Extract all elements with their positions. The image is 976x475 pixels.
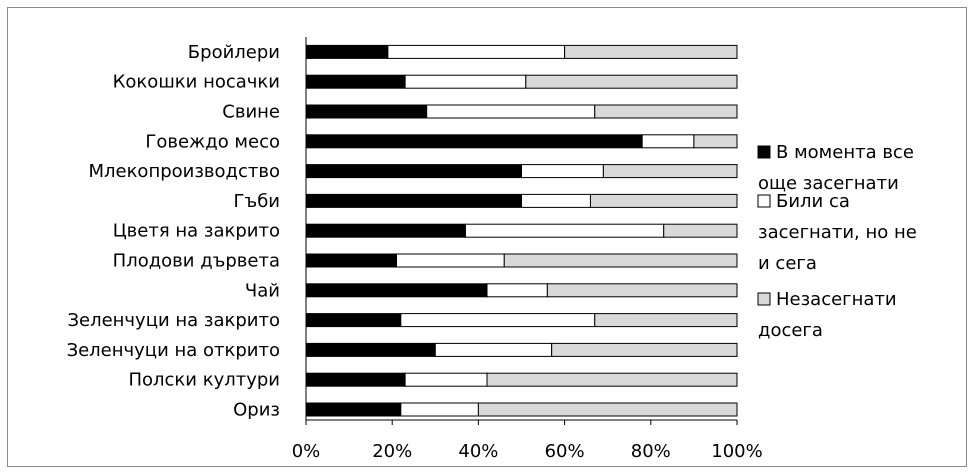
category-label: Бройлери bbox=[188, 42, 280, 63]
bar-segment-series-0 bbox=[305, 164, 522, 179]
bar-segment-series-2 bbox=[564, 44, 738, 59]
bar-segment-series-0 bbox=[305, 283, 488, 298]
bar-segment-series-1 bbox=[400, 402, 479, 417]
bar-segment-series-0 bbox=[305, 134, 643, 149]
bar-segment-series-1 bbox=[400, 313, 596, 328]
category-label: Зеленчуци на закрито bbox=[67, 310, 280, 331]
bar-segment-series-2 bbox=[477, 402, 738, 417]
bar-segment-series-1 bbox=[486, 283, 548, 298]
legend-label: Незасегнати bbox=[776, 289, 897, 310]
bar-segment-series-1 bbox=[404, 74, 527, 89]
bar-segment-series-1 bbox=[434, 342, 553, 357]
x-tick-label: 0% bbox=[292, 441, 321, 462]
bar-segment-series-2 bbox=[525, 74, 738, 89]
category-label: Чай bbox=[245, 280, 280, 301]
category-label: Говеждо месо bbox=[145, 131, 280, 152]
bar-segment-series-1 bbox=[464, 223, 665, 238]
bar-segment-series-2 bbox=[503, 253, 738, 268]
legend-label: засегнати, но не bbox=[758, 222, 917, 243]
x-tick-label: 60% bbox=[545, 441, 585, 462]
bar-segment-series-0 bbox=[305, 74, 406, 89]
legend-label: Били са bbox=[776, 191, 850, 212]
bar-segment-series-0 bbox=[305, 313, 402, 328]
category-label: Зеленчуци на открито bbox=[67, 340, 280, 361]
category-label: Плодови дървета bbox=[113, 251, 280, 272]
bar-segment-series-0 bbox=[305, 372, 406, 387]
bar-segment-series-2 bbox=[486, 372, 738, 387]
bar-segment-series-2 bbox=[589, 193, 738, 208]
bar-segment-series-0 bbox=[305, 342, 436, 357]
bar-segment-series-0 bbox=[305, 44, 389, 59]
bar-segment-series-1 bbox=[387, 44, 566, 59]
legend-label: и сега bbox=[758, 253, 817, 274]
bar-segment-series-2 bbox=[693, 134, 738, 149]
category-labels: Бройлери Кокошки носачки Свине Говеждо месо… bbox=[67, 42, 280, 421]
category-label: Кокошки носачки bbox=[113, 72, 280, 93]
x-axis: 0% 20% 40% 60% 80% 100% bbox=[292, 37, 763, 462]
legend-label: В момента все bbox=[776, 142, 914, 163]
x-tick-label: 100% bbox=[711, 441, 762, 462]
bar-segment-series-1 bbox=[404, 372, 488, 387]
x-tick-label: 20% bbox=[372, 441, 412, 462]
bars bbox=[305, 44, 738, 417]
bar-segment-series-0 bbox=[305, 253, 398, 268]
bar-segment-series-1 bbox=[641, 134, 695, 149]
legend-label: досега bbox=[758, 320, 823, 341]
bar-segment-series-1 bbox=[521, 164, 604, 179]
category-label: Гъби bbox=[234, 191, 281, 212]
bar-segment-series-2 bbox=[594, 104, 738, 119]
legend-label: още засегнати bbox=[758, 173, 899, 194]
category-label: Свине bbox=[222, 102, 280, 123]
bar-segment-series-2 bbox=[546, 283, 738, 298]
bar-segment-series-1 bbox=[521, 193, 591, 208]
bar-segment-series-1 bbox=[396, 253, 505, 268]
category-label: Полски култури bbox=[128, 370, 280, 391]
legend-swatch bbox=[757, 292, 771, 306]
category-label: Цветя на закрито bbox=[113, 221, 280, 242]
bar-segment-series-2 bbox=[551, 342, 738, 357]
bar-segment-series-2 bbox=[594, 313, 738, 328]
x-tick-label: 80% bbox=[631, 441, 671, 462]
category-label: Ориз bbox=[233, 400, 280, 421]
bar-segment-series-0 bbox=[305, 402, 402, 417]
bar-segment-series-2 bbox=[602, 164, 738, 179]
bar-segment-series-0 bbox=[305, 193, 522, 208]
x-tick-label: 40% bbox=[458, 441, 498, 462]
legend-swatch bbox=[757, 145, 771, 159]
bar-segment-series-2 bbox=[663, 223, 738, 238]
bar-segment-series-0 bbox=[305, 104, 428, 119]
category-label: Млекопроизводство bbox=[88, 161, 280, 182]
legend-swatch bbox=[757, 194, 771, 208]
bar-segment-series-1 bbox=[426, 104, 596, 119]
bar-segment-series-0 bbox=[305, 223, 466, 238]
